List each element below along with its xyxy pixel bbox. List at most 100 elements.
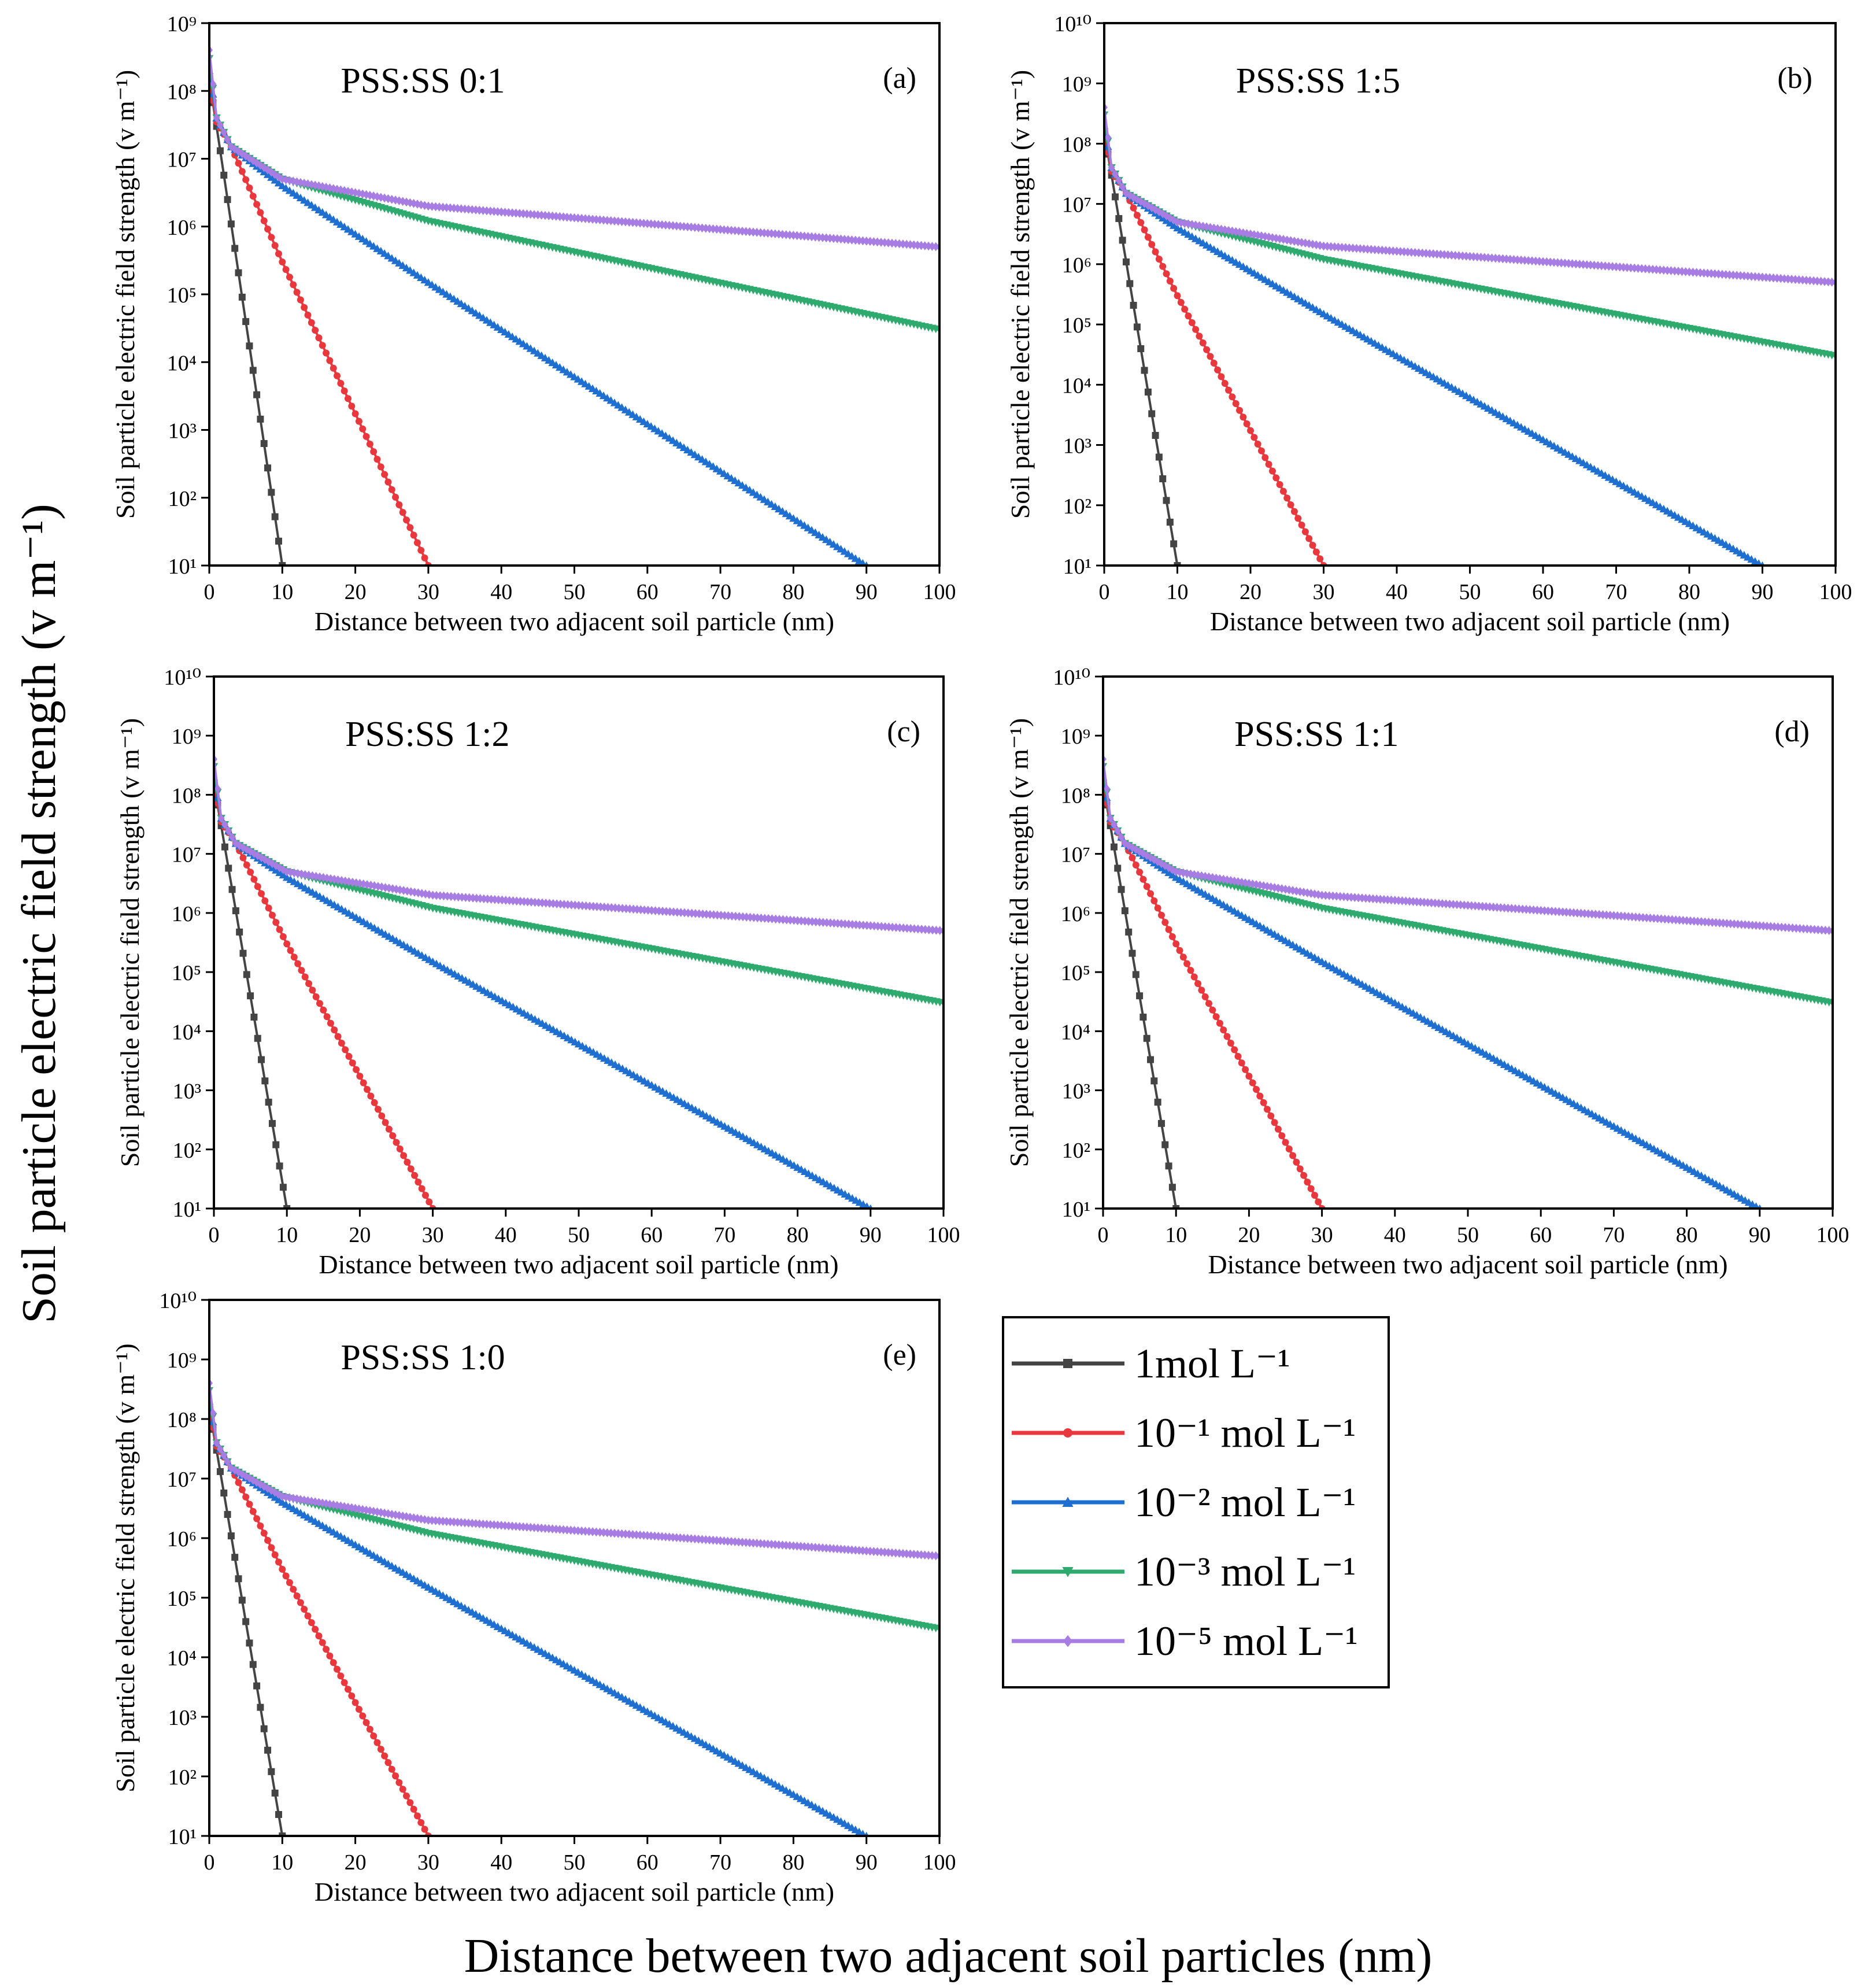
data-point [1271, 1119, 1278, 1126]
data-point [224, 196, 231, 204]
data-point [1305, 535, 1313, 542]
y-tick-label: 10⁶ [167, 1527, 197, 1551]
data-point [257, 1480, 264, 1489]
data-point [323, 1646, 330, 1653]
panel-tag: (b) [1777, 62, 1812, 95]
data-point [1136, 992, 1144, 1000]
data-point [320, 1006, 327, 1014]
data-point [341, 186, 348, 195]
data-point [1242, 1066, 1249, 1073]
data-point [360, 1079, 367, 1087]
data-point [1426, 249, 1433, 258]
data-point [1770, 273, 1777, 283]
data-point [1276, 481, 1283, 489]
data-point [1828, 278, 1836, 287]
data-point [275, 1558, 282, 1566]
data-point [1209, 1006, 1216, 1014]
data-point [1543, 257, 1551, 267]
x-tick-label: 10 [271, 1850, 293, 1875]
data-point [253, 158, 261, 168]
y-axis-title: Soil particle electric field strength (v… [115, 718, 145, 1167]
panel-title: PSS:SS 1:2 [345, 715, 509, 754]
data-point [1268, 467, 1276, 475]
data-point [242, 151, 250, 161]
data-point [424, 1516, 432, 1525]
data-point [337, 380, 345, 387]
panel-d: 0 10 20 30 40 50 60 70 80 90 100 10¹ 10² 10³ 10⁴ 10⁵ 10⁶… [1004, 666, 1849, 1279]
data-point [301, 1606, 308, 1613]
data-point [720, 1536, 728, 1546]
data-point [1147, 890, 1155, 897]
data-point [490, 206, 498, 216]
x-tick-label: 90 [1749, 1223, 1771, 1247]
data-point [239, 854, 247, 862]
data-point [691, 223, 698, 232]
y-tick-label: 10⁷ [1062, 193, 1092, 217]
panel-title: PSS:SS 1:0 [341, 1338, 505, 1377]
data-point [498, 207, 505, 217]
data-point [1115, 176, 1123, 185]
data-point [1148, 410, 1156, 417]
data-point [1198, 986, 1205, 994]
data-point [279, 933, 287, 940]
y-tick-label: 10³ [173, 1080, 201, 1104]
data-point [250, 875, 258, 883]
data-point [1154, 904, 1161, 912]
data-point [1125, 928, 1133, 936]
data-point [1316, 555, 1324, 563]
y-tick-label: 10⁷ [1061, 843, 1090, 867]
data-point [388, 1765, 395, 1773]
data-point [305, 980, 313, 987]
data-point [257, 209, 264, 216]
data-point [819, 233, 826, 242]
x-tick-label: 60 [641, 1223, 663, 1247]
data-point [786, 230, 794, 240]
data-point [404, 1158, 411, 1166]
data-point [1247, 427, 1254, 434]
data-point [384, 478, 392, 486]
data-point [257, 1704, 264, 1711]
x-tick-label: 40 [1384, 1223, 1406, 1247]
data-point [271, 1551, 279, 1558]
data-point [1234, 1052, 1242, 1060]
panel-tag: (c) [887, 715, 920, 748]
data-point [1293, 1158, 1300, 1166]
data-point [293, 177, 301, 187]
y-tick-label: 10³ [168, 1706, 197, 1730]
data-point [224, 1457, 231, 1466]
data-point [231, 1554, 239, 1561]
x-axis-title: Distance between two adjacent soil parti… [1210, 607, 1730, 636]
data-point [366, 190, 373, 200]
x-tick-label: 40 [490, 1850, 512, 1875]
data-point [618, 217, 626, 226]
data-point [232, 907, 239, 915]
data-point [746, 227, 753, 237]
data-point [1229, 393, 1236, 401]
data-point [221, 843, 228, 851]
panel-tag: (a) [883, 62, 916, 95]
x-tick-label: 100 [923, 580, 956, 604]
data-point [304, 1496, 312, 1505]
data-point [264, 165, 272, 175]
data-point [264, 226, 272, 233]
data-point [403, 1792, 410, 1799]
data-point [446, 1517, 454, 1527]
data-point [1245, 1073, 1253, 1080]
data-point [837, 1544, 845, 1554]
data-point [298, 967, 305, 974]
y-tick-label: 10⁷ [167, 1468, 197, 1492]
data-point [1143, 883, 1150, 890]
data-point [648, 1531, 655, 1540]
data-point [382, 1119, 389, 1126]
x-tick-label: 30 [422, 1223, 444, 1247]
x-tick-label: 30 [1311, 1223, 1333, 1247]
data-point [1312, 548, 1320, 556]
data-point [863, 1546, 870, 1555]
y-tick-label: 10⁶ [1061, 902, 1090, 926]
data-point [439, 202, 447, 212]
data-point [1236, 407, 1244, 414]
y-tick-label: 10² [168, 1765, 197, 1790]
data-point [315, 1498, 323, 1507]
x-axis-title: Distance between two adjacent soil parti… [319, 1250, 838, 1279]
data-point [400, 1152, 408, 1159]
